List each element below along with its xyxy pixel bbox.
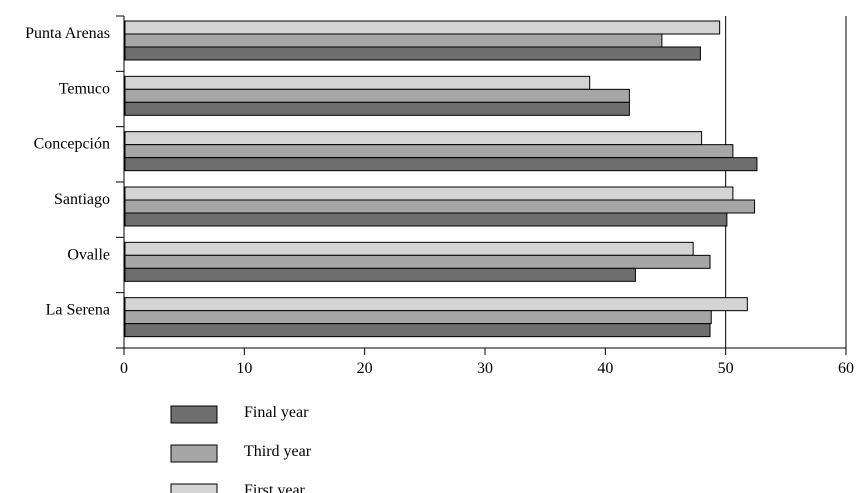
bar-ovalle-third-year — [124, 254, 711, 269]
legend-label-first-year: First year — [244, 482, 306, 493]
category-label-temuco: Temuco — [59, 80, 110, 97]
bar-concepcion-first-year — [124, 131, 703, 146]
x-tick-labels: 0 10 20 30 40 50 60 — [120, 360, 854, 377]
bar-temuco-third-year — [124, 88, 630, 103]
x-tick-label-10: 10 — [236, 360, 252, 377]
bar-santiago-third-year — [124, 199, 756, 214]
x-tick-label-0: 0 — [120, 360, 128, 377]
axes — [116, 15, 847, 355]
x-tick-label-60: 60 — [838, 360, 854, 377]
legend-swatch-third-year — [170, 444, 218, 463]
bar-la-serena-third-year — [124, 310, 712, 325]
category-labels: Punta Arenas Temuco Concepción Santiago Oval… — [25, 25, 110, 319]
bar-punta-arenas-first-year — [124, 20, 721, 35]
legend-swatch-first-year — [170, 483, 218, 493]
legend-label-third-year: Third year — [244, 443, 312, 460]
x-tick-label-40: 40 — [597, 360, 613, 377]
legend-swatch-final-year — [170, 405, 218, 424]
category-label-santiago: Santiago — [54, 191, 110, 208]
bar-la-serena-final-year — [124, 323, 711, 338]
bar-ovalle-first-year — [124, 241, 694, 256]
legend: Final year Third year First year — [170, 404, 312, 493]
bar-temuco-final-year — [124, 101, 630, 116]
grid-lines — [725, 16, 847, 348]
x-tick-label-30: 30 — [477, 360, 493, 377]
bar-santiago-final-year — [124, 212, 728, 227]
bars — [124, 20, 758, 338]
bar-santiago-first-year — [124, 186, 734, 201]
bar-concepcion-third-year — [124, 144, 734, 159]
bar-punta-arenas-third-year — [124, 33, 663, 48]
bar-punta-arenas-final-year — [124, 46, 701, 61]
bar-temuco-first-year — [124, 75, 591, 90]
bar-la-serena-first-year — [124, 297, 748, 312]
category-label-concepcion: Concepción — [34, 136, 110, 153]
category-label-la-serena: La Serena — [46, 302, 110, 319]
bar-ovalle-final-year — [124, 267, 636, 282]
bar-concepcion-final-year — [124, 157, 758, 172]
category-label-ovalle: Ovalle — [67, 246, 110, 263]
category-label-punta-arenas: Punta Arenas — [25, 25, 110, 42]
x-tick-label-20: 20 — [357, 360, 373, 377]
x-tick-label-50: 50 — [718, 360, 734, 377]
legend-label-final-year: Final year — [244, 404, 309, 421]
